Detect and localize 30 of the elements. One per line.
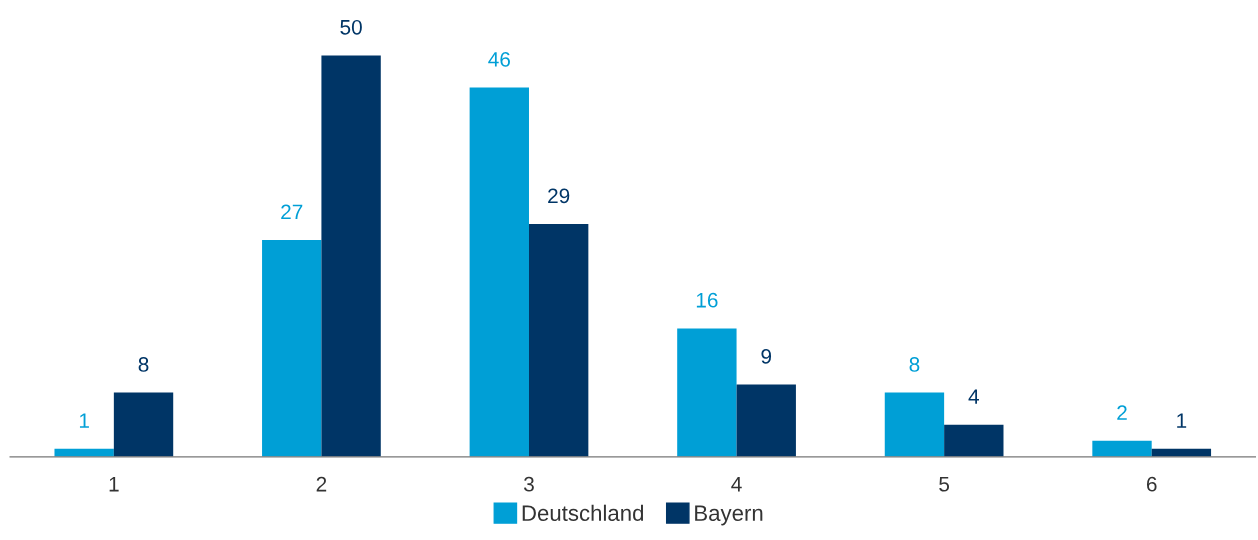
bar	[677, 328, 737, 457]
bar	[321, 55, 381, 457]
x-tick-label: 5	[939, 477, 950, 492]
data-label: 9	[761, 349, 772, 364]
bar	[262, 240, 322, 457]
data-label: 29	[548, 188, 570, 204]
data-label: 4	[968, 389, 979, 404]
bar	[1092, 440, 1152, 457]
x-tick-label: 4	[731, 477, 742, 492]
x-tick-label: 1	[109, 477, 119, 492]
x-tick-label: 3	[523, 476, 534, 492]
data-label: 27	[281, 204, 303, 220]
bar	[113, 392, 174, 457]
x-tick-label: 6	[1146, 476, 1157, 492]
bar	[884, 392, 945, 457]
data-label: 1	[79, 413, 89, 428]
data-label: 2	[1117, 405, 1127, 420]
bar	[528, 224, 589, 457]
data-label: 50	[340, 19, 362, 35]
data-label: 8	[138, 357, 149, 372]
data-label: 46	[488, 52, 510, 67]
data-label: 16	[696, 292, 718, 308]
data-label: 8	[909, 357, 920, 372]
x-tick-label: 2	[316, 476, 327, 492]
data-label: 1	[1177, 413, 1187, 428]
legend-label: Deutschland	[522, 504, 644, 522]
bar	[469, 87, 529, 457]
bar	[736, 384, 796, 457]
legend-label: Bayern	[695, 505, 763, 526]
bar	[944, 424, 1004, 457]
